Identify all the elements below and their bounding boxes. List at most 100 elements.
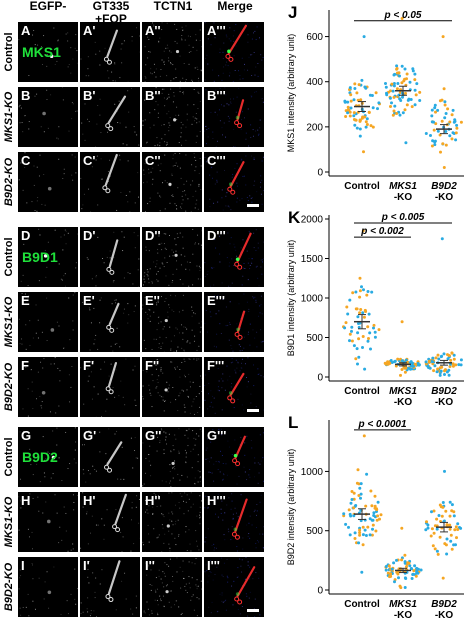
data-point xyxy=(408,564,412,568)
data-point xyxy=(443,116,447,120)
data-point xyxy=(364,310,368,313)
data-point xyxy=(445,552,449,556)
panel-letter: I' xyxy=(83,558,90,573)
data-point xyxy=(454,138,458,142)
data-point xyxy=(395,570,399,574)
data-point xyxy=(395,64,399,68)
data-point xyxy=(441,505,445,509)
data-point xyxy=(363,367,367,371)
scale-bar xyxy=(247,409,259,412)
data-point xyxy=(458,526,461,529)
data-point xyxy=(399,373,402,377)
data-point xyxy=(359,98,363,102)
data-point xyxy=(455,536,458,540)
data-point xyxy=(409,360,413,364)
data-point xyxy=(441,501,445,504)
data-point xyxy=(389,574,393,578)
data-point xyxy=(387,564,391,568)
data-point xyxy=(432,128,436,132)
data-point xyxy=(428,366,432,370)
data-point xyxy=(444,130,448,133)
data-point xyxy=(438,133,442,137)
data-point xyxy=(357,337,361,341)
data-point xyxy=(357,355,361,359)
panel-letter: C xyxy=(21,153,31,168)
data-point xyxy=(348,86,352,90)
data-point xyxy=(430,114,434,118)
data-point xyxy=(361,311,365,315)
data-point xyxy=(450,509,454,513)
data-point xyxy=(434,122,438,126)
data-point xyxy=(397,576,400,580)
data-point xyxy=(365,472,369,476)
data-point xyxy=(425,520,428,524)
data-point xyxy=(406,98,410,102)
data-point xyxy=(348,298,352,302)
panel-letter: C'' xyxy=(145,153,161,168)
data-point xyxy=(442,166,446,169)
x-category-label: B9D2 xyxy=(431,599,457,610)
data-point xyxy=(448,527,452,531)
data-point xyxy=(433,143,437,147)
data-point xyxy=(346,100,350,104)
panel-letter: G xyxy=(21,428,32,443)
data-point xyxy=(402,79,406,83)
panel-letter: A' xyxy=(83,23,96,38)
micrograph-panel: E xyxy=(18,292,78,352)
data-point xyxy=(366,325,370,329)
data-point xyxy=(373,494,377,498)
data-point xyxy=(360,570,364,574)
data-point xyxy=(419,568,423,572)
data-point xyxy=(353,87,357,90)
data-point xyxy=(452,120,456,124)
row-label: Control xyxy=(3,237,15,277)
x-category-label-line2: -KO xyxy=(394,610,413,621)
data-point xyxy=(443,373,446,376)
panel-letter: D''' xyxy=(207,228,226,243)
y-tick-label: 1500 xyxy=(301,254,324,265)
data-point xyxy=(371,518,375,522)
panel-letter: G''' xyxy=(207,428,227,443)
data-point xyxy=(345,305,349,309)
data-point xyxy=(354,290,358,294)
data-point xyxy=(352,114,356,118)
data-point xyxy=(358,531,362,535)
data-point xyxy=(356,98,360,102)
data-point xyxy=(376,107,379,111)
data-point xyxy=(443,100,447,104)
data-point xyxy=(426,526,430,530)
data-point xyxy=(350,339,354,343)
panel-letter: D'' xyxy=(145,228,161,243)
panel-letter: H' xyxy=(83,493,96,508)
x-category-label: Control xyxy=(344,181,380,192)
row-label: MKS1-KO xyxy=(3,496,15,548)
data-point xyxy=(403,576,407,580)
data-point xyxy=(444,543,448,547)
data-point xyxy=(430,510,433,514)
y-tick-label: 0 xyxy=(317,373,323,384)
data-point xyxy=(454,131,458,135)
significance-label: p < 0.002 xyxy=(360,226,404,237)
data-point xyxy=(430,527,434,531)
row-label: B9D2-KO xyxy=(3,562,15,612)
data-point xyxy=(408,80,412,84)
data-point xyxy=(405,103,409,107)
data-point xyxy=(374,529,378,533)
data-point xyxy=(392,73,396,77)
panel-letter: D xyxy=(21,228,31,243)
data-point xyxy=(354,357,358,361)
micrograph-panel: A MKS1 xyxy=(18,22,78,82)
data-point xyxy=(373,330,377,334)
data-point xyxy=(413,88,417,92)
data-point xyxy=(456,522,460,526)
micrograph-panel: H'' xyxy=(142,492,202,552)
data-point xyxy=(392,95,396,99)
data-point xyxy=(348,332,352,336)
data-point xyxy=(432,509,436,513)
data-point xyxy=(389,359,393,362)
data-point xyxy=(403,553,407,557)
data-point xyxy=(427,359,431,363)
data-point xyxy=(429,134,432,137)
data-point xyxy=(411,364,415,368)
data-point xyxy=(363,115,367,119)
